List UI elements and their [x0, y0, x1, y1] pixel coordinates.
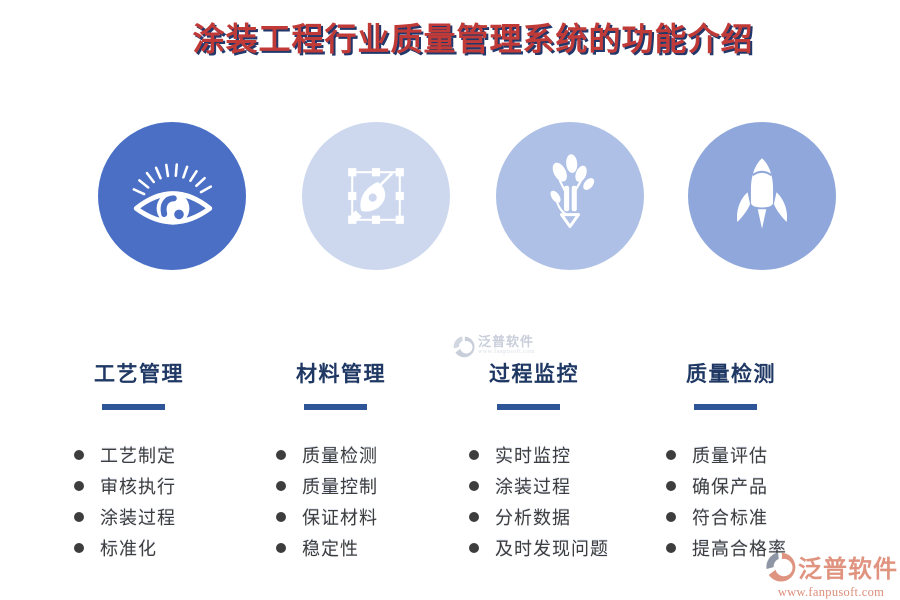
bullet-icon	[666, 543, 676, 553]
feature-item: 实时监控	[455, 446, 655, 466]
page-title: 涂装工程行业质量管理系统的功能介绍	[192, 21, 754, 57]
pencil-plant-icon	[550, 154, 595, 228]
feature-item: 提高合格率	[652, 539, 852, 559]
feature-item: 稳定性	[262, 539, 462, 559]
feature-circle-process	[98, 122, 246, 270]
feature-item: 确保产品	[652, 477, 852, 497]
circle-background	[496, 122, 644, 270]
eye-icon	[132, 163, 213, 225]
column-header: 质量检测	[686, 362, 776, 386]
bullet-icon	[469, 450, 479, 460]
feature-item: 质量检测	[262, 446, 462, 466]
watermark-name: 泛普软件	[478, 334, 535, 349]
bullet-icon	[276, 450, 286, 460]
column-header: 材料管理	[296, 362, 386, 386]
feature-circle-monitor	[496, 122, 644, 270]
feature-circle-material	[302, 122, 450, 270]
feature-item: 分析数据	[455, 508, 655, 528]
feature-item: 质量评估	[652, 446, 852, 466]
bullet-icon	[74, 543, 84, 553]
header-underline	[497, 404, 560, 410]
feature-column-monitor: 过程监控 实时监控 涂装过程 分析数据 及时发现问题	[455, 358, 655, 570]
feature-list: 实时监控 涂装过程 分析数据 及时发现问题	[455, 446, 655, 559]
watermark: 泛普软件 www.fanpusoft.com	[452, 335, 535, 358]
brand-logo: 泛普软件 www.fanpusoft.com	[764, 549, 898, 600]
feature-column-material: 材料管理 质量检测 质量控制 保证材料 稳定性	[262, 358, 462, 570]
bullet-icon	[666, 512, 676, 522]
feature-item: 涂装过程	[455, 477, 655, 497]
column-header: 过程监控	[489, 362, 579, 386]
feature-item: 保证材料	[262, 508, 462, 528]
bullet-icon	[276, 512, 286, 522]
feature-item: 涂装过程	[60, 508, 260, 528]
bullet-icon	[666, 481, 676, 491]
bullet-icon	[74, 512, 84, 522]
pen-tool-icon	[348, 168, 404, 224]
feature-list: 质量检测 质量控制 保证材料 稳定性	[262, 446, 462, 559]
feature-item: 标准化	[60, 539, 260, 559]
watermark-url: www.fanpusoft.com	[478, 349, 536, 355]
feature-list: 质量评估 确保产品 符合标准 提高合格率	[652, 446, 852, 559]
rocket-icon	[736, 158, 788, 229]
column-header: 工艺管理	[94, 362, 184, 386]
feature-column-quality: 质量检测 质量评估 确保产品 符合标准 提高合格率	[652, 358, 852, 570]
bullet-icon	[74, 450, 84, 460]
bullet-icon	[469, 512, 479, 522]
fanpu-logo-icon	[766, 552, 796, 582]
feature-column-process: 工艺管理 工艺制定 审核执行 涂装过程 标准化	[60, 358, 260, 570]
fanpu-watermark-icon	[453, 336, 475, 358]
bullet-icon	[666, 450, 676, 460]
brand-url: www.fanpusoft.com	[777, 585, 885, 599]
feature-item: 质量控制	[262, 477, 462, 497]
feature-item: 及时发现问题	[455, 539, 655, 559]
bullet-icon	[469, 543, 479, 553]
feature-item: 工艺制定	[60, 446, 260, 466]
feature-item: 审核执行	[60, 477, 260, 497]
bullet-icon	[276, 543, 286, 553]
header-underline	[102, 404, 165, 410]
header-underline	[694, 404, 757, 410]
header-underline	[304, 404, 367, 410]
feature-circle-quality	[688, 122, 836, 270]
bullet-icon	[469, 481, 479, 491]
feature-item: 符合标准	[652, 508, 852, 528]
bullet-icon	[74, 481, 84, 491]
bullet-icon	[276, 481, 286, 491]
feature-list: 工艺制定 审核执行 涂装过程 标准化	[60, 446, 260, 559]
brand-name: 泛普软件	[798, 557, 898, 583]
